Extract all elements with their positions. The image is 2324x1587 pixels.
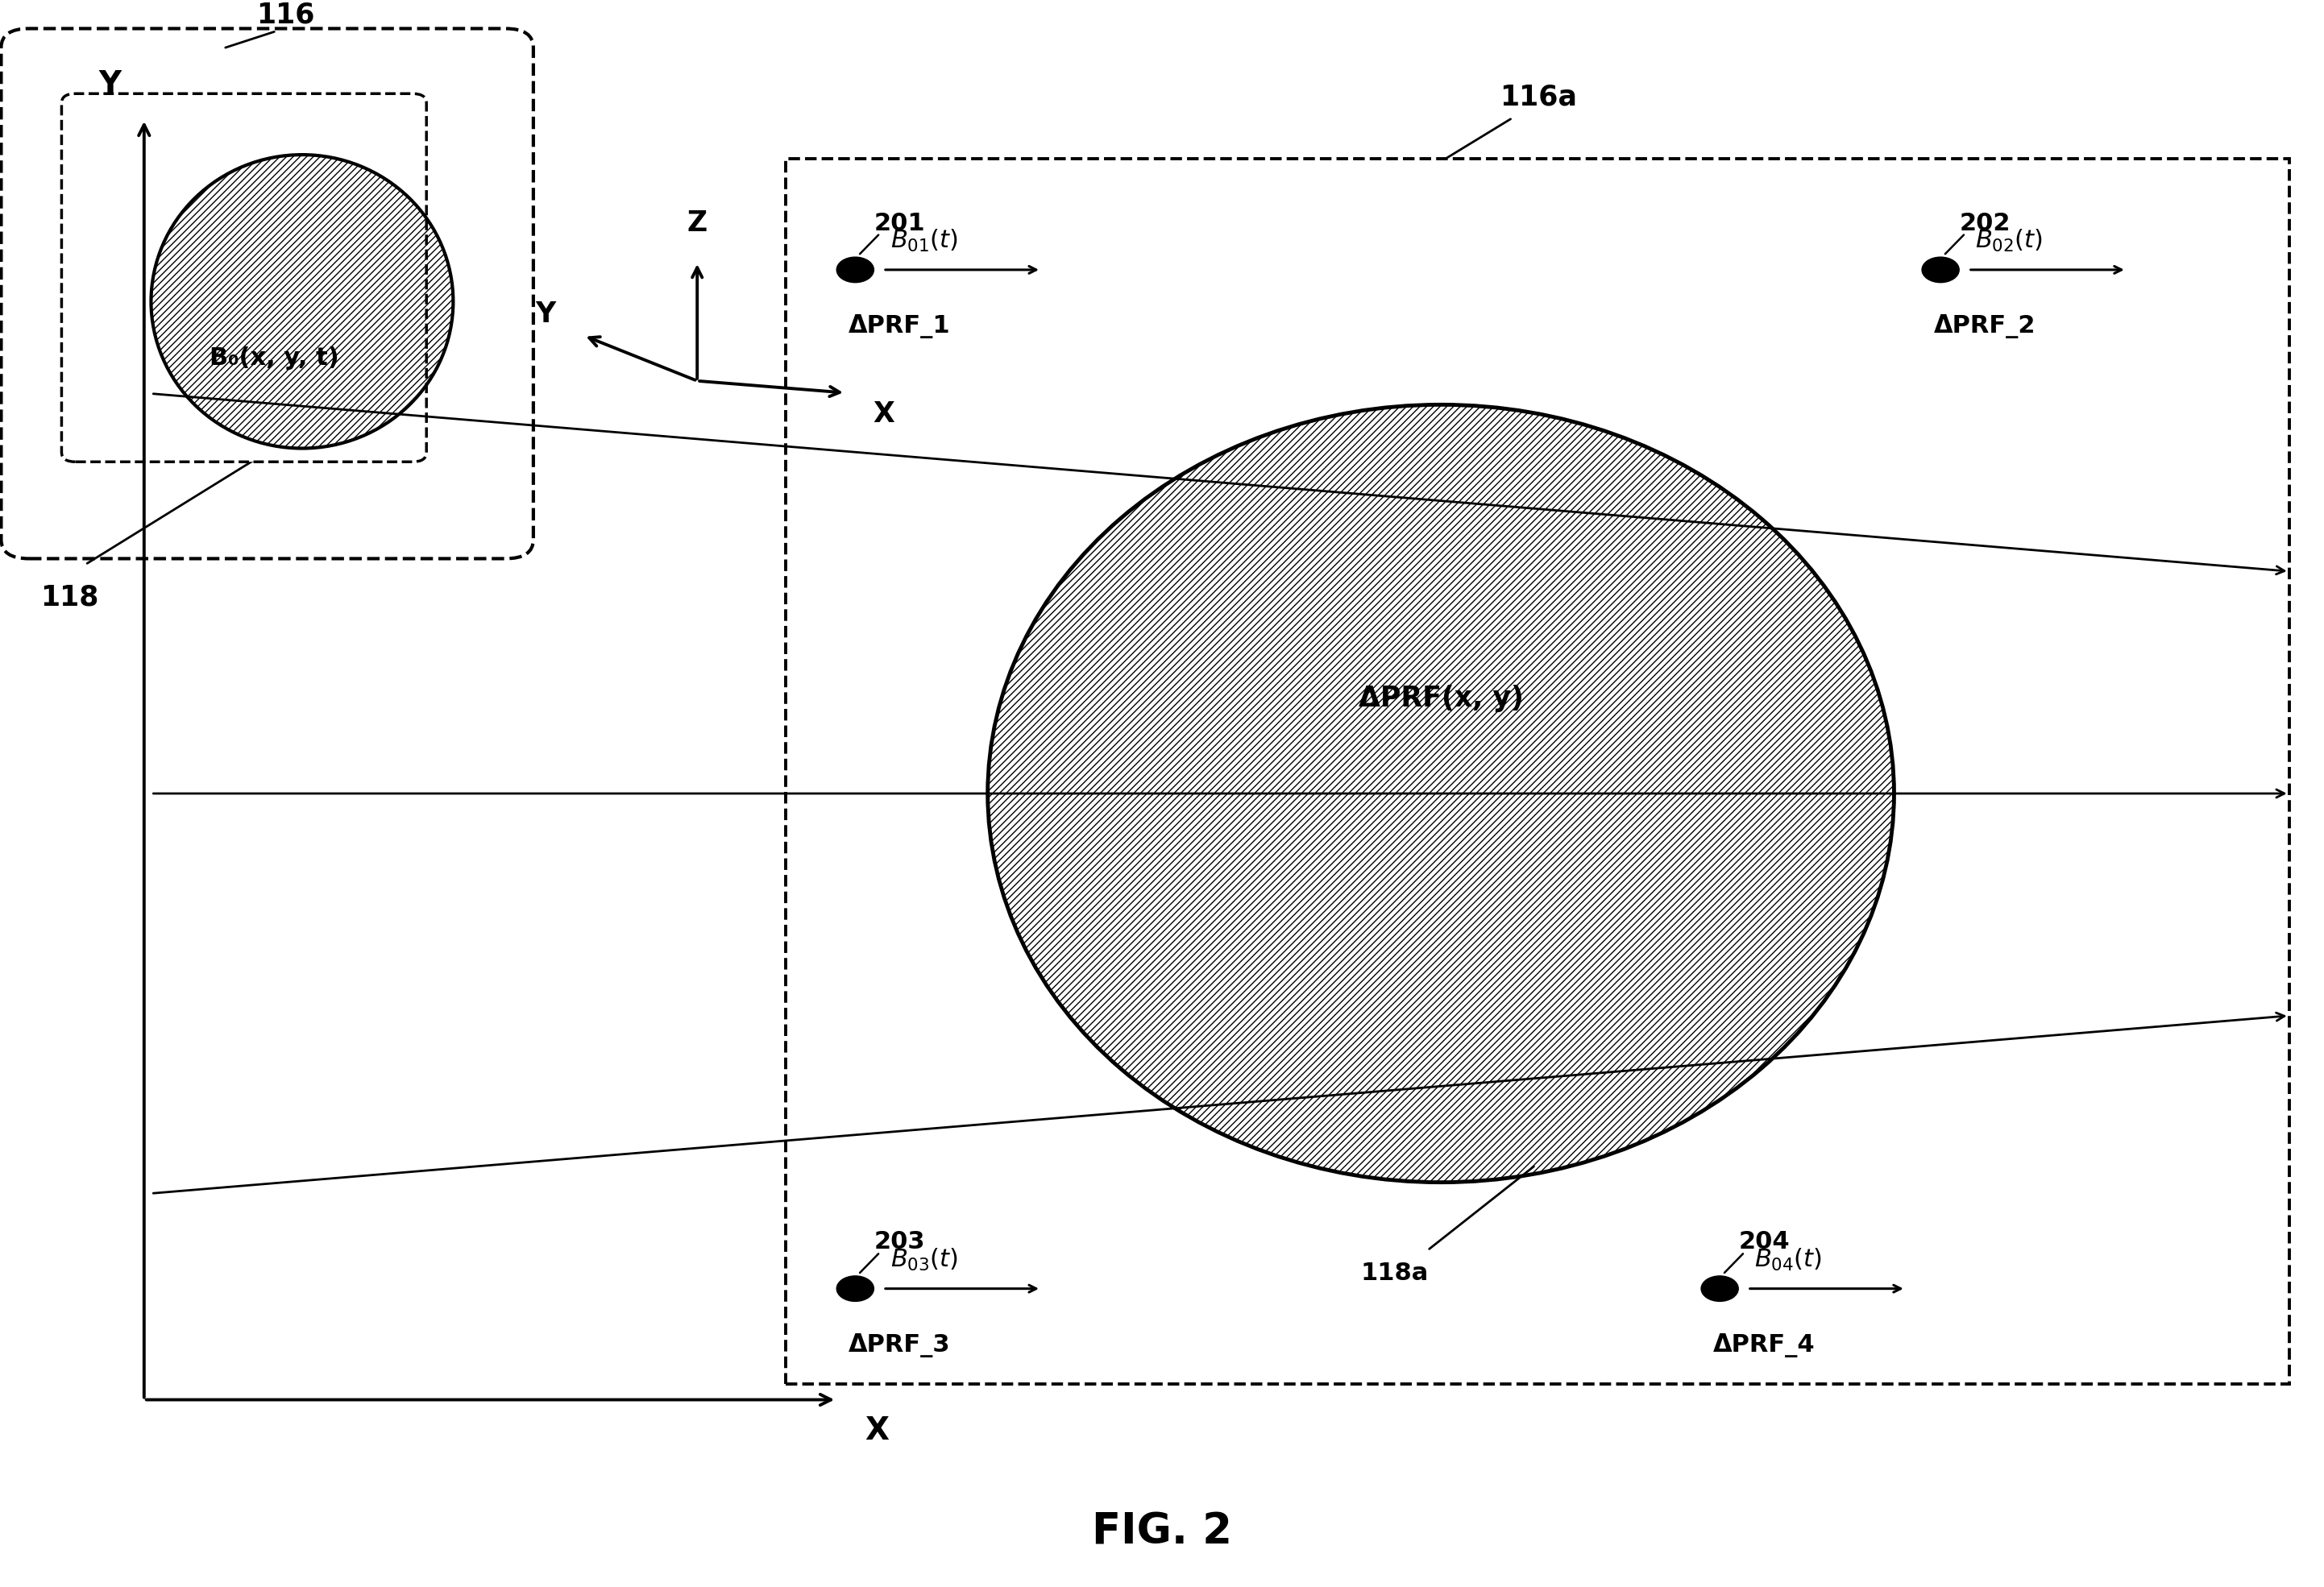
Circle shape [837, 1276, 874, 1301]
Text: Y: Y [98, 70, 121, 100]
Text: $B_{03}(t)$: $B_{03}(t)$ [890, 1247, 957, 1273]
Circle shape [1922, 257, 1959, 282]
Text: X: X [874, 400, 895, 428]
Text: 203: 203 [874, 1230, 925, 1254]
Text: 116a: 116a [1499, 84, 1578, 111]
Text: 204: 204 [1738, 1230, 1789, 1254]
Text: $B_{04}(t)$: $B_{04}(t)$ [1755, 1247, 1822, 1273]
Text: Z: Z [688, 209, 706, 236]
Text: $B_{01}(t)$: $B_{01}(t)$ [890, 229, 957, 254]
Text: 116: 116 [256, 2, 316, 29]
Text: 201: 201 [874, 211, 925, 235]
Text: ΔPRF(x, y): ΔPRF(x, y) [1357, 684, 1525, 713]
Text: ΔPRF_3: ΔPRF_3 [848, 1333, 951, 1357]
Text: FIG. 2: FIG. 2 [1092, 1511, 1232, 1552]
Text: ΔPRF_4: ΔPRF_4 [1713, 1333, 1815, 1357]
Text: B₀(x, y, t): B₀(x, y, t) [209, 346, 339, 370]
FancyBboxPatch shape [2, 29, 532, 559]
Text: $B_{02}(t)$: $B_{02}(t)$ [1975, 229, 2043, 254]
Circle shape [837, 257, 874, 282]
Text: Y: Y [535, 300, 555, 329]
FancyBboxPatch shape [63, 94, 428, 462]
Text: X: X [865, 1416, 888, 1446]
Text: 202: 202 [1959, 211, 2010, 235]
Bar [786, 159, 2289, 1384]
Text: 118: 118 [42, 584, 100, 611]
Text: ΔPRF_2: ΔPRF_2 [1934, 314, 2036, 338]
Text: 118a: 118a [1360, 1262, 1429, 1285]
Text: ΔPRF_1: ΔPRF_1 [848, 314, 951, 338]
Circle shape [1701, 1276, 1738, 1301]
